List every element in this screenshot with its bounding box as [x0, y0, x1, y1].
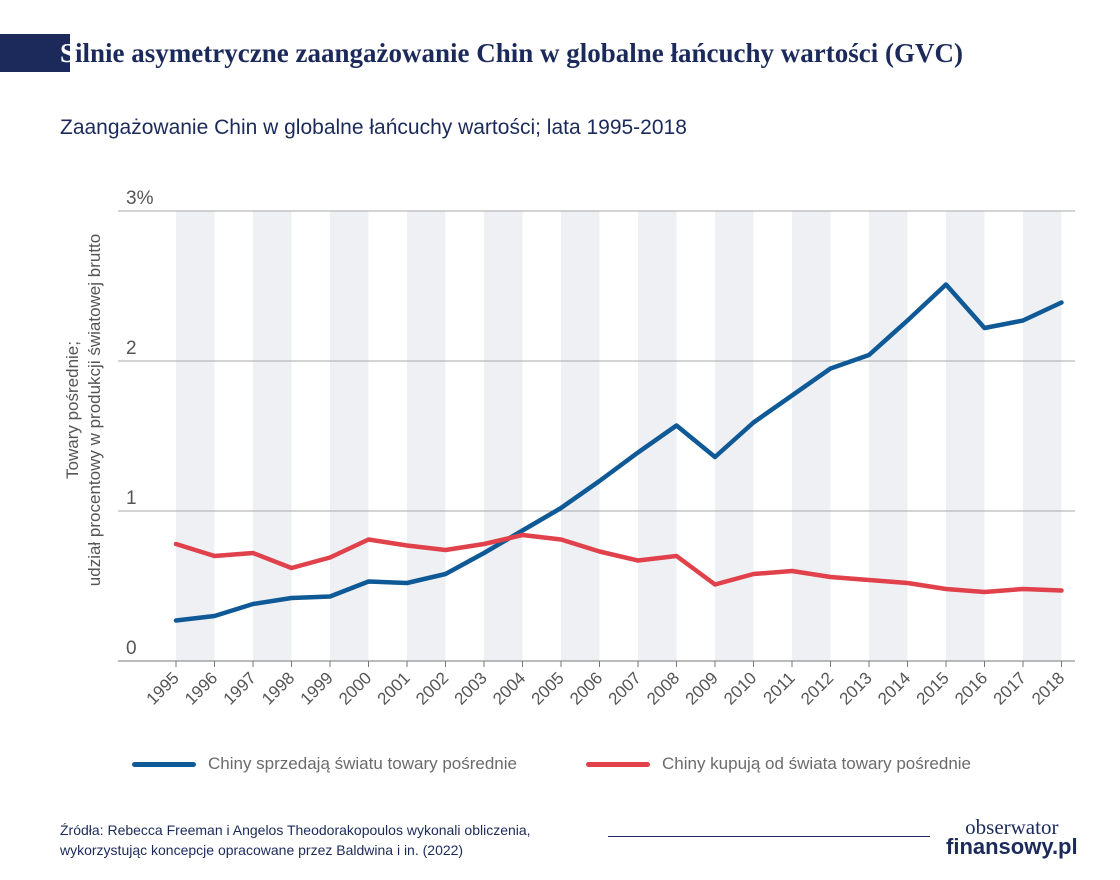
x-tick-label: 2014	[874, 668, 914, 708]
x-tick-label: 2003	[451, 668, 491, 708]
column-band	[869, 211, 908, 661]
logo-line-1: obserwator	[965, 815, 1059, 839]
column-band	[484, 211, 523, 661]
x-tick-label: 2011	[760, 668, 799, 707]
series-line-buy	[173, 532, 1064, 595]
x-tick-label: 1996	[181, 668, 221, 708]
legend-label-buy: Chiny kupują od świata towary pośrednie	[662, 754, 972, 773]
x-tick-label: 1998	[258, 668, 298, 708]
x-tick-label: 2017	[990, 668, 1030, 708]
x-tick-label: 1997	[220, 668, 260, 708]
column-band	[946, 211, 985, 661]
series-lines	[173, 282, 1064, 623]
column-band	[176, 211, 215, 661]
x-tick-label: 2000	[335, 668, 375, 708]
title-initial: S	[60, 38, 76, 68]
column-bands	[176, 211, 1062, 661]
y-tick-label: 3%	[126, 188, 154, 209]
x-tick-label: 2015	[913, 668, 953, 708]
y-axis-label-line1: Towary pośrednie;	[63, 341, 82, 479]
legend-item-sell: Chiny sprzedają światu towary pośrednie	[132, 752, 517, 776]
x-tick-label: 2016	[951, 668, 991, 708]
x-tick-label: 2001	[374, 668, 414, 708]
x-tick-label: 1999	[297, 668, 337, 708]
logo-line-2: finansowy.pl	[946, 834, 1078, 859]
x-tick-label: 2012	[797, 668, 837, 708]
y-tick-label: 2	[126, 338, 137, 359]
legend-swatch-red	[586, 761, 650, 767]
page-title: Silnie asymetryczne zaangażowanie Chin w…	[60, 34, 963, 72]
chart-subtitle: Zaangażowanie Chin w globalne łańcuchy w…	[60, 116, 687, 139]
x-tick-label: 2010	[720, 668, 760, 708]
legend-item-buy: Chiny kupują od świata towary pośrednie	[586, 752, 971, 776]
y-axis-label-line2: udział procentowy w produkcji światowej …	[85, 234, 104, 586]
x-tick-label: 2005	[528, 668, 568, 708]
x-tick-label: 2002	[412, 668, 452, 708]
x-tick-label: 2018	[1028, 668, 1068, 708]
column-band	[253, 211, 292, 661]
source-note: Źródła: Rebecca Freeman i Angelos Theodo…	[60, 820, 531, 860]
x-tick-labels: 1995199619971998199920002001200220032004…	[143, 661, 1068, 709]
legend-label-sell: Chiny sprzedają światu towary pośrednie	[208, 754, 517, 773]
title-accent-bar	[0, 34, 70, 72]
y-tick-label: 1	[126, 488, 137, 509]
column-band	[715, 211, 754, 661]
x-tick-label: 2009	[682, 668, 722, 708]
legend-swatch-blue	[132, 761, 196, 767]
column-band	[638, 211, 677, 661]
column-band	[407, 211, 446, 661]
grid-lines	[118, 210, 1075, 662]
series-line-sell	[173, 282, 1064, 623]
y-tick-labels: 0 1 2 3%	[126, 188, 154, 659]
source-divider	[608, 836, 930, 837]
x-tick-label: 2007	[605, 668, 645, 708]
title-rest: ilnie asymetryczne zaangażowanie Chin w …	[75, 38, 963, 68]
source-line-2: wykorzystując koncepcje opracowane przez…	[60, 842, 464, 858]
brand-logo: obserwator finansowy.pl	[946, 815, 1078, 859]
x-tick-label: 2004	[489, 668, 529, 708]
x-tick-label: 2013	[836, 668, 876, 708]
column-band	[1023, 211, 1062, 661]
x-tick-label: 2006	[566, 668, 606, 708]
x-tick-label: 2008	[643, 668, 683, 708]
column-band	[792, 211, 831, 661]
column-band	[561, 211, 600, 661]
x-tick-label: 1995	[143, 668, 183, 708]
source-line-1: Źródła: Rebecca Freeman i Angelos Theodo…	[60, 822, 531, 838]
y-tick-label: 0	[126, 638, 137, 659]
